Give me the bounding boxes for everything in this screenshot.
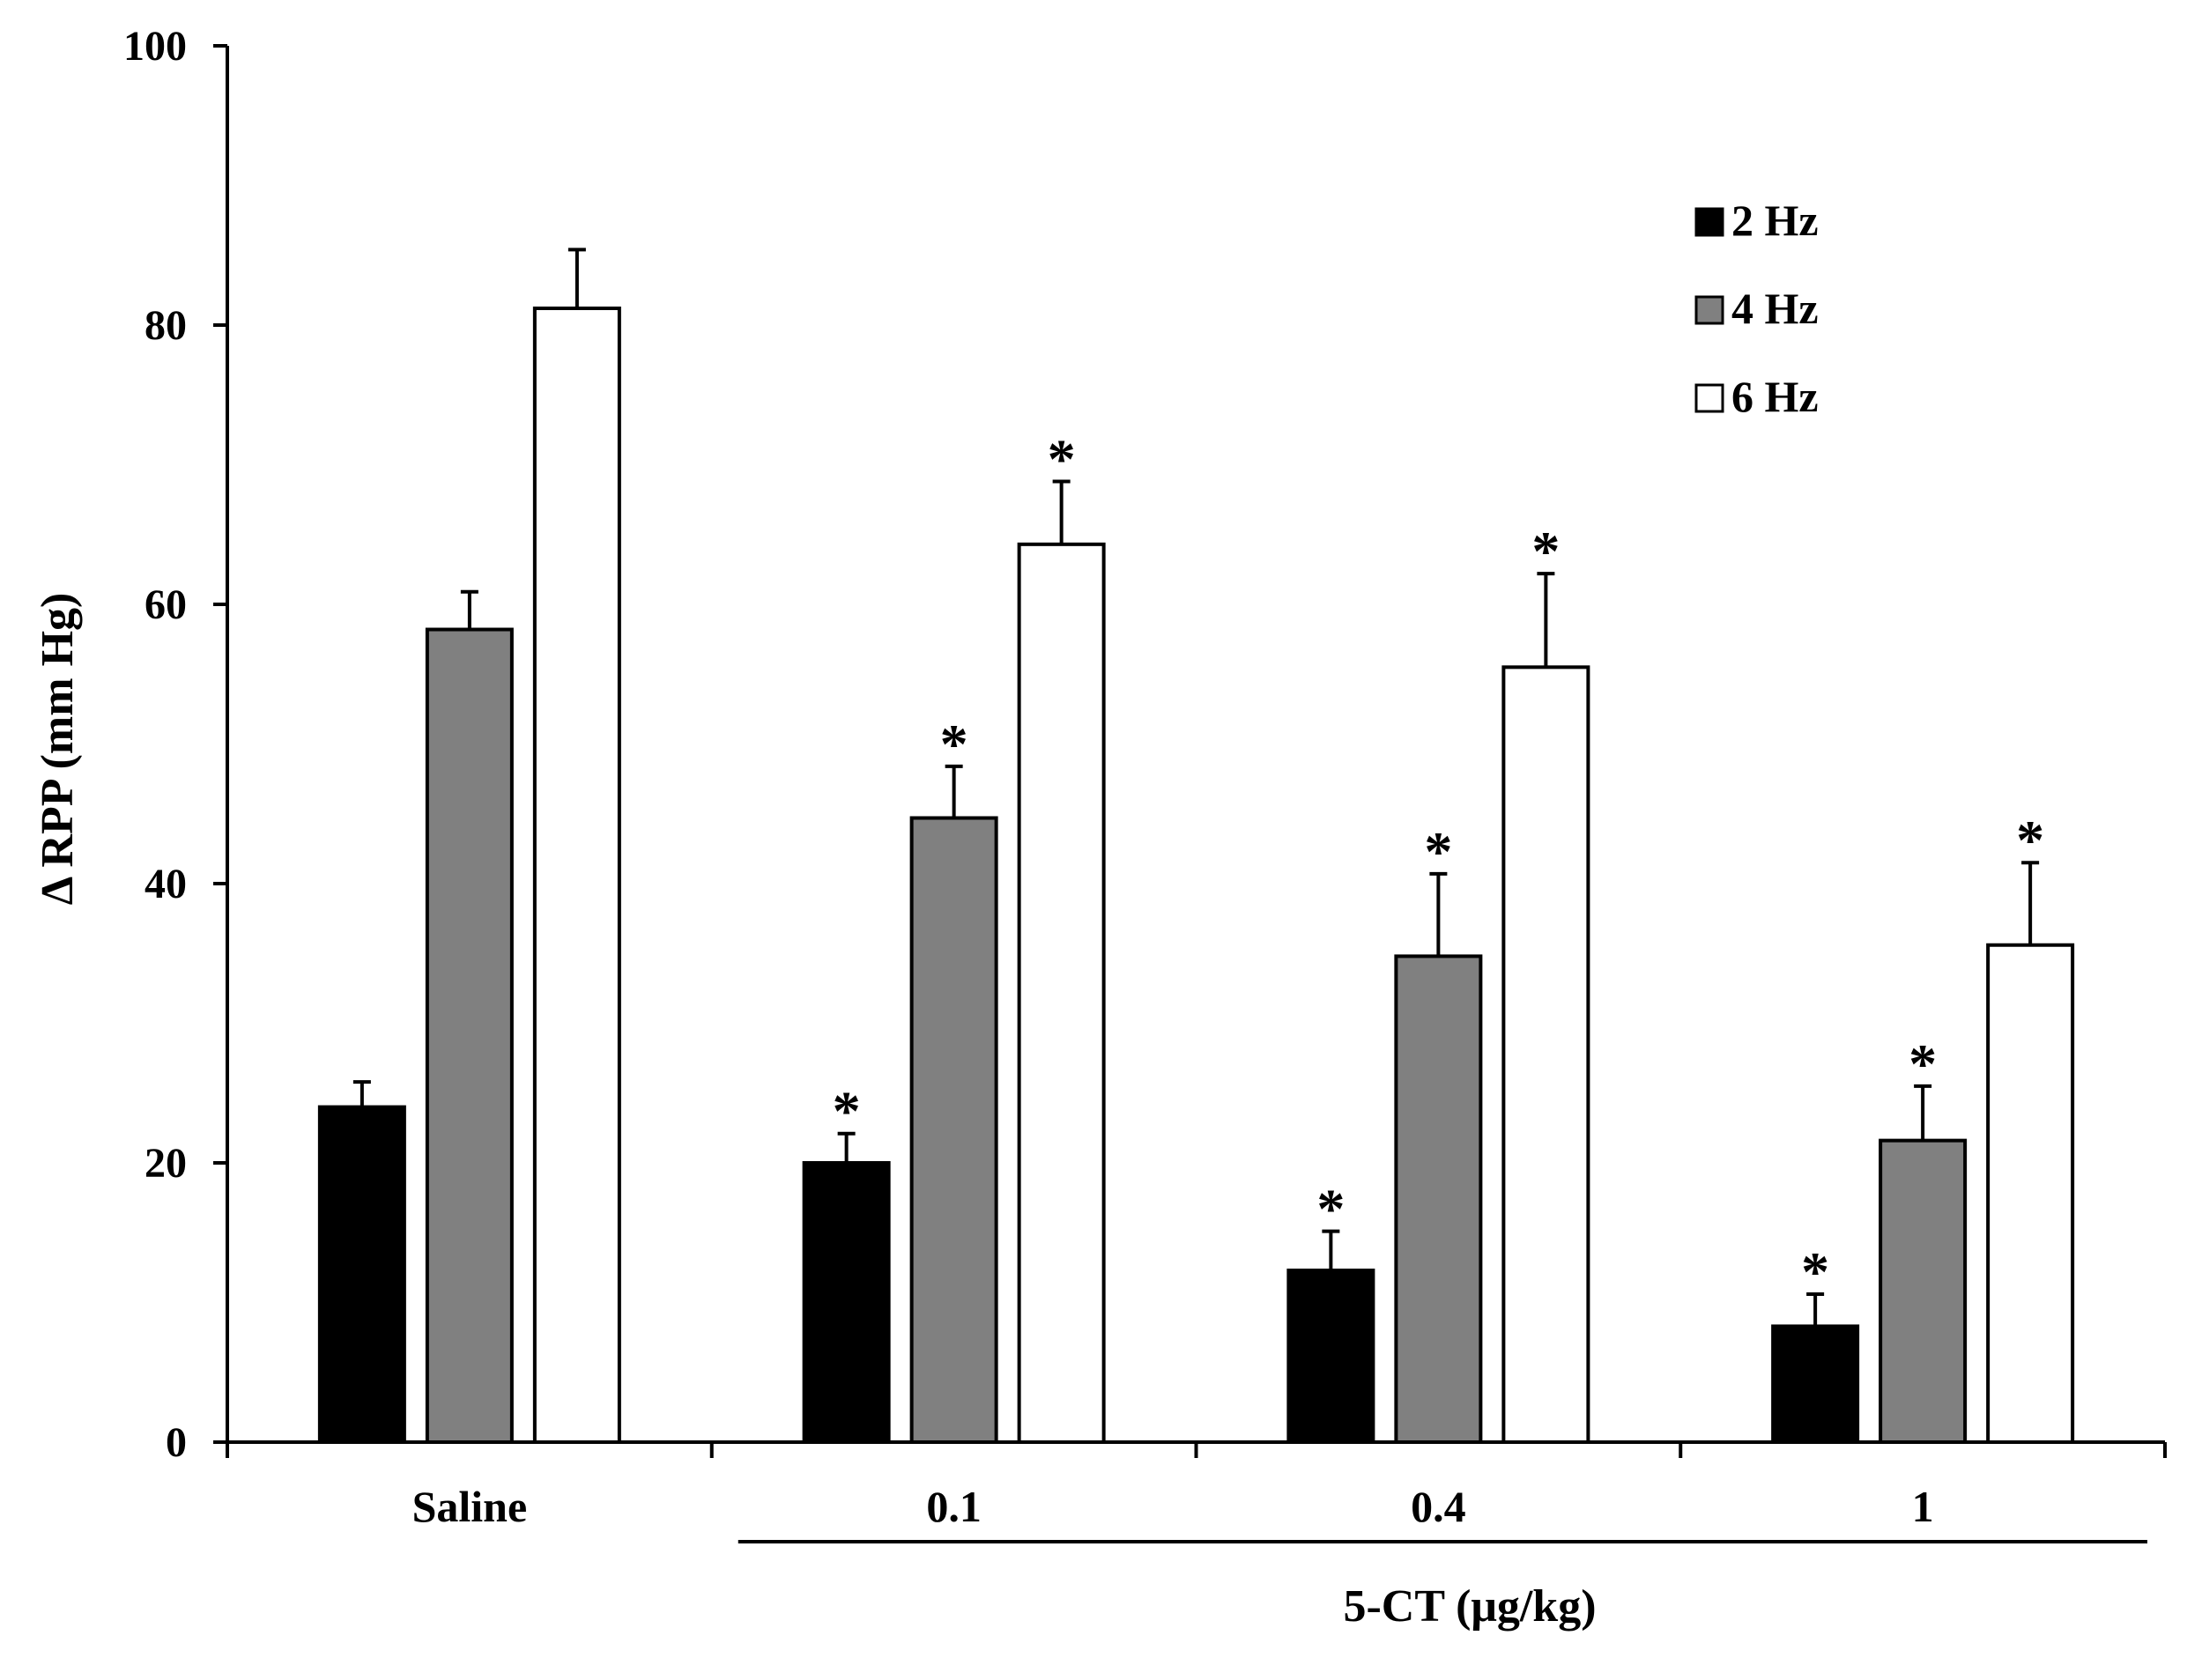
- bar: [1286, 1269, 1375, 1445]
- x-tick-label: 1: [1912, 1482, 1934, 1531]
- bar: [1771, 1324, 1860, 1444]
- bar: [1017, 542, 1106, 1444]
- significance-star: *: [833, 1080, 861, 1143]
- significance-star: *: [2016, 809, 2044, 871]
- y-axis-title: Δ RPP (mm Hg): [33, 593, 83, 906]
- significance-star: *: [1316, 1178, 1345, 1240]
- bar: [909, 816, 998, 1444]
- legend-swatch: [1694, 207, 1724, 237]
- legend-swatch: [1694, 295, 1724, 325]
- legend-label: 2 Hz: [1731, 196, 1819, 245]
- bar: [317, 1105, 406, 1444]
- significance-star: *: [1048, 428, 1076, 491]
- significance-star: *: [1531, 520, 1560, 582]
- significance-star: *: [940, 713, 968, 775]
- legend: 2 Hz 4 Hz 6 Hz: [1694, 196, 1819, 421]
- x-axis-title: 5-CT (μg/kg): [1343, 1581, 1596, 1632]
- legend-label: 6 Hz: [1731, 372, 1819, 421]
- y-tick-label: 20: [145, 1140, 187, 1187]
- significance-star: *: [1424, 820, 1452, 883]
- bar: [532, 306, 621, 1445]
- bar: [802, 1161, 891, 1444]
- y-tick-label: 0: [166, 1419, 187, 1466]
- y-tick-label: 60: [145, 581, 187, 628]
- bar: [1986, 943, 2075, 1444]
- legend-label: 4 Hz: [1731, 284, 1819, 333]
- x-tick-label: 0.1: [926, 1482, 982, 1531]
- bar: [425, 627, 514, 1444]
- legend-swatch: [1694, 383, 1724, 413]
- bars: * * * * * * * * *: [317, 248, 2075, 1445]
- bar: [1394, 954, 1483, 1445]
- y-tick-label: 40: [145, 861, 187, 907]
- significance-star: *: [1909, 1032, 1937, 1095]
- y-tick-label: 80: [145, 302, 187, 349]
- bar: [1879, 1138, 1968, 1444]
- bar: [1501, 665, 1590, 1444]
- x-tick-label: Saline: [412, 1482, 528, 1531]
- y-tick-label: 100: [123, 23, 187, 70]
- x-tick-label: 0.4: [1411, 1482, 1466, 1531]
- significance-star: *: [1801, 1240, 1829, 1303]
